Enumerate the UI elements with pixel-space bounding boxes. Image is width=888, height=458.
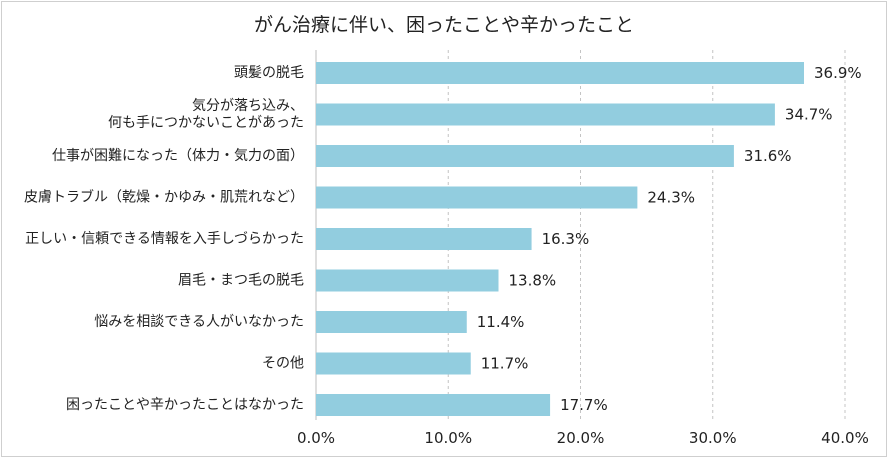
data-label: 31.6% [744,147,792,165]
data-label: 36.9% [814,64,862,82]
bar [316,103,775,126]
bar [316,145,734,167]
bar [316,394,551,416]
category-label: 正しい・信頼できる情報を入手しづらかった [25,231,304,247]
x-tick-label: 30.0% [689,429,737,447]
bar [316,311,467,333]
data-label: 24.3% [647,189,695,207]
x-tick-label: 10.0% [424,429,472,447]
data-label: 13.8% [509,272,557,290]
category-label: 何も手につかないことがあった [108,115,304,131]
value-labels: 36.9% 34.7% 31.6% 24.3% 16.3% 13.8% 11.4% 11.7%… [477,64,862,414]
category-labels: 頭髪の脱毛気分が落ち込み、何も手につかないことがあった仕事が困難になった（体力・… [24,65,304,413]
data-label: 34.7% [785,106,833,124]
x-tick-label: 0.0% [297,429,335,447]
category-label: 皮膚トラブル（乾燥・かゆみ・肌荒れなど） [24,189,304,206]
data-label: 11.4% [477,313,525,331]
category-label: 困ったことや辛かったことはなかった [66,397,304,413]
category-label: その他 [262,356,304,372]
category-label: 眉毛・まつ毛の脱毛 [178,273,304,289]
bar [316,186,638,209]
data-label: 16.3% [542,230,590,248]
x-tick-label: 20.0% [557,429,605,447]
category-label: 気分が落ち込み、 [192,98,304,114]
chart-title: がん治療に伴い、困ったことや辛かったこと [254,14,634,36]
category-label: 仕事が困難になった（体力・気力の面） [52,148,304,164]
category-label: 頭髪の脱毛 [234,65,304,81]
bar [316,352,471,375]
category-label: 悩みを相談できる人がいなかった [94,314,304,330]
bar [316,269,499,292]
x-axis-ticks: 0.0% 10.0% 20.0% 30.0% 40.0% [297,429,869,447]
data-label: 11.7% [481,355,529,373]
bar [316,62,805,84]
x-tick-label: 40.0% [821,429,869,447]
bar [316,228,532,250]
bars [316,62,805,416]
data-label: 17.7% [560,396,608,414]
